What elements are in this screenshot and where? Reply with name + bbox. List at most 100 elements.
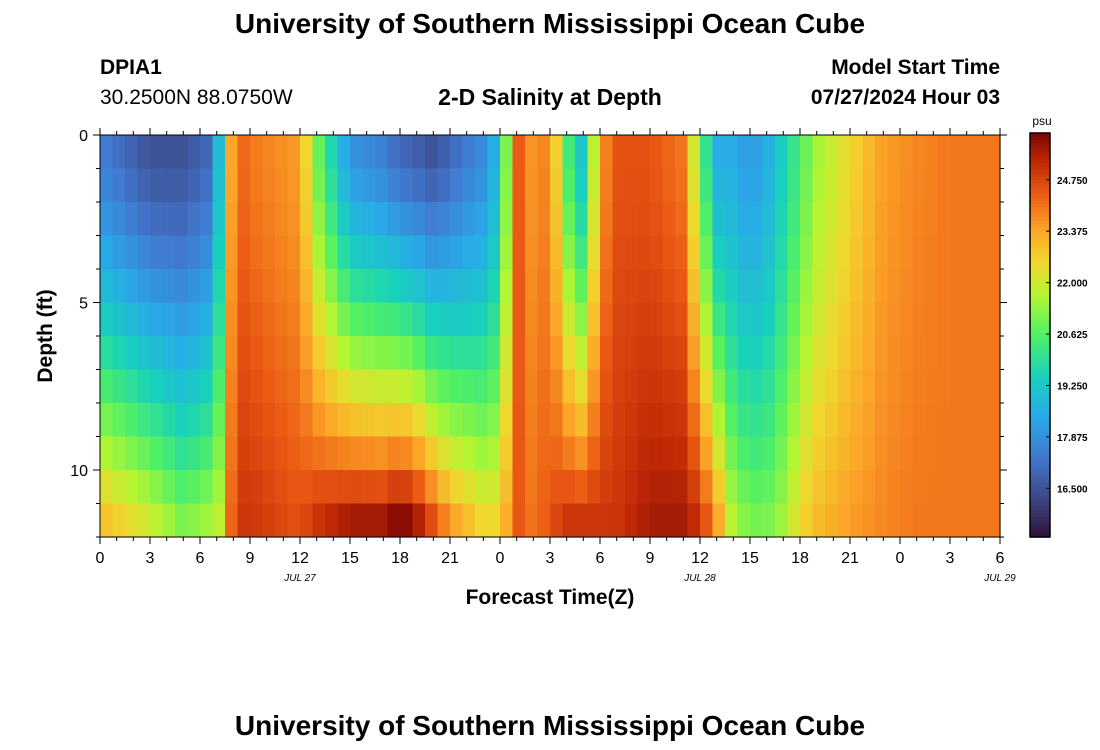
heatmap-cell: [762, 168, 776, 203]
heatmap-cell: [725, 369, 739, 404]
heatmap-cell: [100, 269, 114, 304]
heatmap-cell: [125, 336, 139, 371]
colorbar-segment: [1030, 351, 1050, 356]
heatmap-cell: [450, 403, 464, 438]
heatmap-cell: [237, 135, 251, 170]
heatmap-cell: [175, 302, 189, 337]
heatmap-cell: [687, 369, 701, 404]
heatmap-cell: [525, 403, 539, 438]
heatmap-cell: [475, 470, 489, 505]
heatmap-cell: [712, 202, 726, 237]
heatmap-cell: [500, 503, 514, 538]
heatmap-cell: [462, 135, 476, 170]
heatmap-cell: [800, 269, 814, 304]
heatmap-cell: [387, 336, 401, 371]
heatmap-cell: [812, 336, 826, 371]
colorbar-segment: [1030, 139, 1050, 144]
heatmap-cell: [950, 403, 964, 438]
heatmap-cell: [137, 369, 151, 404]
heatmap-cell: [850, 369, 864, 404]
colorbar-segment: [1030, 143, 1050, 148]
heatmap-cell: [950, 302, 964, 337]
colorbar-segment: [1030, 398, 1050, 403]
heatmap-cell: [250, 403, 264, 438]
heatmap-cell: [550, 403, 564, 438]
heatmap-cell: [250, 302, 264, 337]
heatmap-cell: [600, 235, 614, 270]
heatmap-cell: [887, 470, 901, 505]
colorbar-segment: [1030, 207, 1050, 212]
heatmap-cell: [150, 436, 164, 471]
heatmap-cell: [425, 168, 439, 203]
heatmap-cell: [987, 135, 1001, 170]
heatmap-cell: [825, 235, 839, 270]
heatmap-cell: [687, 168, 701, 203]
heatmap-cell: [887, 135, 901, 170]
heatmap-cell: [675, 269, 689, 304]
heatmap-cell: [712, 135, 726, 170]
heatmap-cell: [725, 135, 739, 170]
heatmap-cell: [750, 403, 764, 438]
heatmap-cell: [750, 202, 764, 237]
heatmap-cell: [275, 135, 289, 170]
heatmap-cell: [412, 336, 426, 371]
heatmap-cell: [200, 135, 214, 170]
heatmap-cell: [712, 369, 726, 404]
heatmap-cell: [725, 336, 739, 371]
heatmap-cell: [300, 235, 314, 270]
heatmap-cell: [437, 403, 451, 438]
heatmap-cell: [262, 269, 276, 304]
heatmap-cell: [437, 168, 451, 203]
heatmap-cell: [862, 336, 876, 371]
heatmap-cell: [200, 269, 214, 304]
colorbar-segment: [1030, 287, 1050, 292]
heatmap-cell: [425, 135, 439, 170]
y-tick-label: 0: [79, 128, 88, 145]
heatmap-cell: [187, 436, 201, 471]
heatmap-cell: [425, 436, 439, 471]
heatmap-cell: [437, 503, 451, 538]
heatmap-cell: [112, 336, 126, 371]
colorbar-segment: [1030, 284, 1050, 289]
heatmap-cell: [950, 269, 964, 304]
colorbar-segment: [1030, 217, 1050, 222]
colorbar-segment: [1030, 459, 1050, 464]
heatmap-cell: [262, 235, 276, 270]
heatmap-cell: [875, 302, 889, 337]
heatmap-cell: [100, 369, 114, 404]
heatmap-cell: [225, 403, 239, 438]
heatmap-cell: [800, 470, 814, 505]
heatmap-cell: [850, 202, 864, 237]
heatmap-cell: [412, 403, 426, 438]
heatmap-cell: [225, 302, 239, 337]
heatmap-cell: [225, 135, 239, 170]
heatmap-cell: [125, 135, 139, 170]
salinity-heatmap: [100, 135, 1001, 538]
colorbar-segment: [1030, 308, 1050, 313]
heatmap-cell: [237, 369, 251, 404]
heatmap-cell: [462, 302, 476, 337]
heatmap-cell: [487, 302, 501, 337]
heatmap-cell: [762, 269, 776, 304]
heatmap-cell: [362, 369, 376, 404]
heatmap-cell: [825, 168, 839, 203]
heatmap-cell: [650, 135, 664, 170]
colorbar-segment: [1030, 324, 1050, 329]
heatmap-cell: [537, 269, 551, 304]
x-tick-label: 0: [496, 550, 505, 567]
heatmap-cell: [950, 135, 964, 170]
heatmap-cell: [375, 135, 389, 170]
heatmap-cell: [800, 503, 814, 538]
heatmap-cell: [937, 369, 951, 404]
colorbar-unit: psu: [1032, 114, 1051, 128]
heatmap-cell: [212, 202, 226, 237]
heatmap-cell: [800, 403, 814, 438]
heatmap-cell: [325, 503, 339, 538]
heatmap-cell: [187, 168, 201, 203]
colorbar-segment: [1030, 297, 1050, 302]
heatmap-cell: [600, 503, 614, 538]
heatmap-cell: [850, 436, 864, 471]
colorbar-segment: [1030, 341, 1050, 346]
heatmap-cell: [637, 336, 651, 371]
heatmap-cell: [425, 470, 439, 505]
